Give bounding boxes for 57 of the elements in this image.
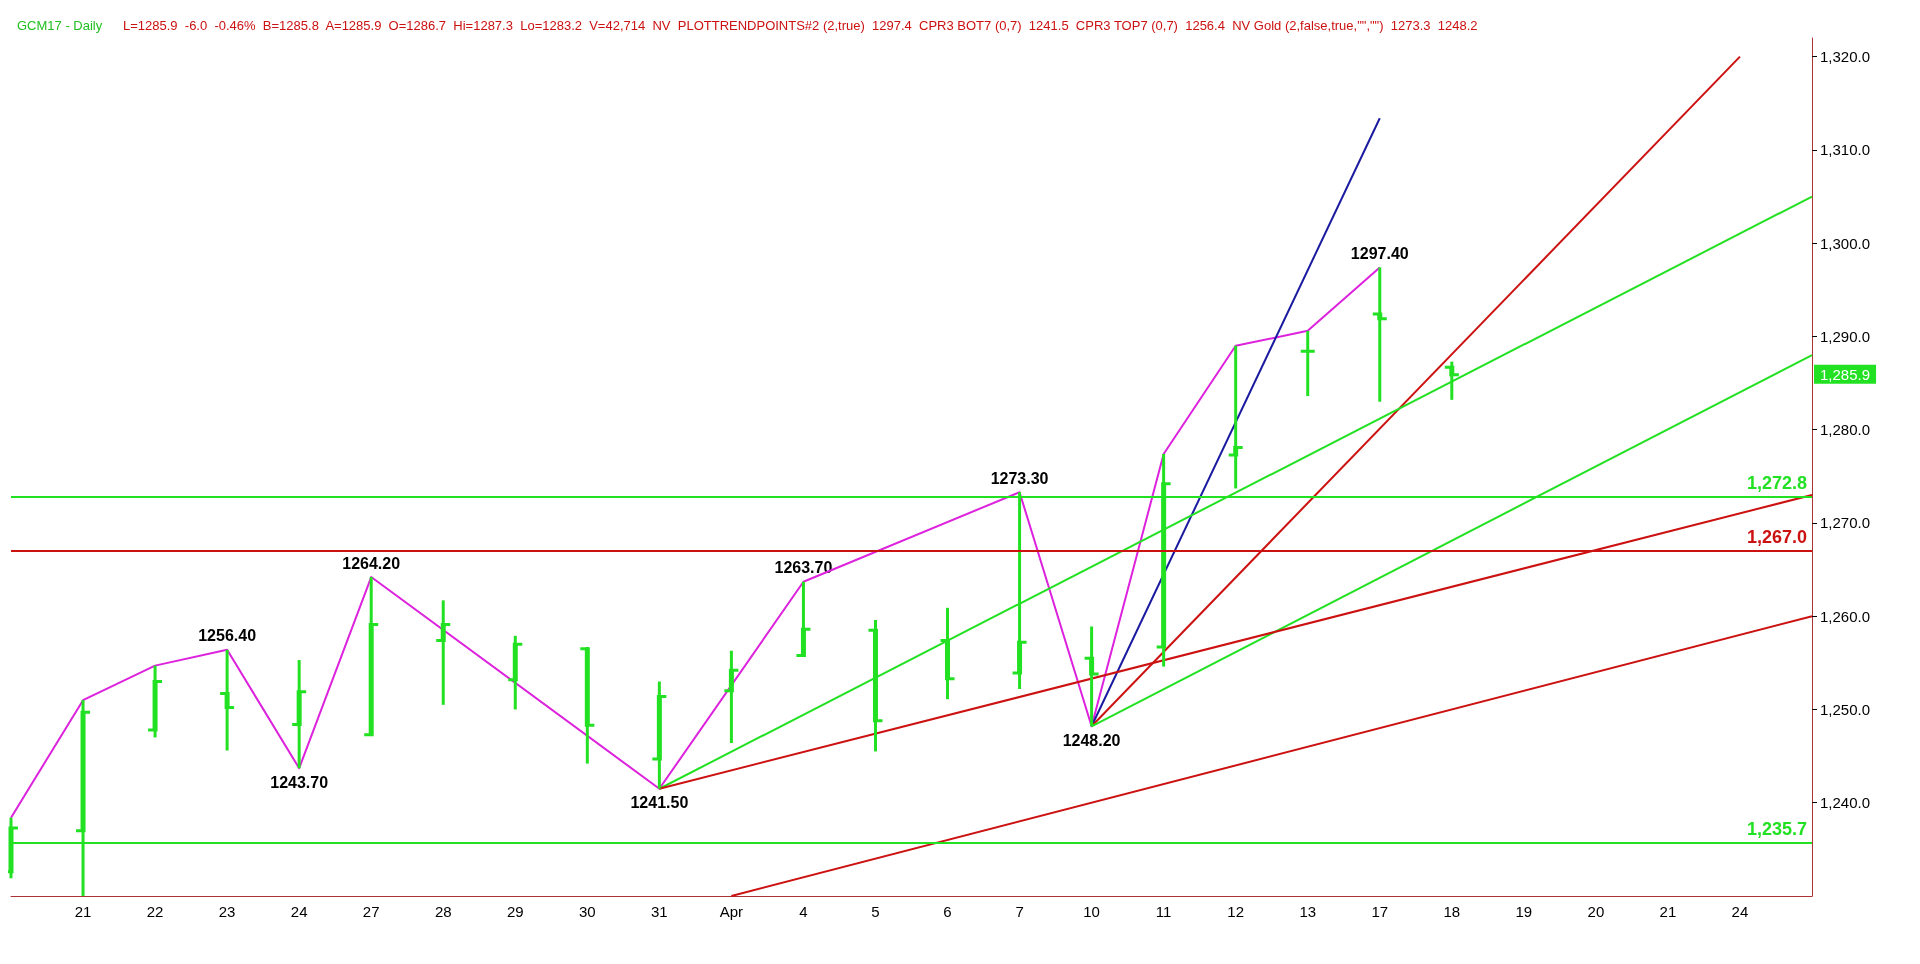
y-tick-label: 1,260.0 [1820,607,1871,625]
x-tick-label: 13 [1299,903,1317,920]
y-tick-label: 1,240.0 [1820,794,1871,812]
x-tick-label: 12 [1227,903,1245,920]
ref-line-label: 1,267.0 [1746,526,1807,547]
x-tick-label: 24 [1731,903,1749,920]
annotation: 1273.30 [990,469,1049,487]
annotation: 1248.20 [1062,731,1121,749]
y-tick-label: 1,250.0 [1820,700,1871,718]
y-tick-label: 1,310.0 [1820,141,1871,159]
x-tick-label: 22 [146,903,164,920]
x-tick-label: 5 [871,903,880,920]
chart-title: GCM17 - Daily [17,18,103,33]
x-tick-label: 28 [434,903,452,920]
y-tick-label: 1,290.0 [1820,327,1871,345]
x-tick-label: Apr [719,903,744,920]
y-tick-label: 1,320.0 [1820,48,1871,66]
annotation: 1297.40 [1350,244,1409,262]
x-tick-label: 20 [1587,903,1605,920]
x-tick-label: 18 [1443,903,1461,920]
x-tick-label: 7 [1015,903,1024,920]
annotation: 1243.70 [270,773,329,791]
y-tick-label: 1,300.0 [1820,234,1871,252]
text: 1,285.9 [1820,365,1871,383]
annotation: 1263.70 [774,559,833,577]
ref-line-label: 1,235.7 [1746,818,1807,839]
x-tick-label: 27 [362,903,380,920]
y-tick-label: 1,280.0 [1820,421,1871,439]
x-tick-label: 11 [1155,903,1172,920]
annotation: 1264.20 [342,554,401,572]
annotation: 1241.50 [630,794,689,812]
candlestick [148,665,163,738]
x-tick-label: 29 [506,903,524,920]
annotation: 1256.40 [198,627,257,645]
x-tick-label: 10 [1083,903,1100,920]
candlestick [796,581,811,657]
x-tick-label: 17 [1371,903,1389,920]
x-tick-label: 23 [218,903,236,920]
candlestick [724,650,739,745]
line-series [10,266,1381,819]
candlestick [292,660,307,770]
y-tick-label: 1,270.0 [1820,514,1871,532]
candlestick [1228,344,1243,489]
x-tick-label: 24 [290,903,308,920]
x-tick-label: 21 [1659,903,1677,920]
x-tick-label: 30 [578,903,596,920]
candlestick [1372,267,1387,402]
x-tick-label: 31 [651,903,668,920]
candlestick [1444,361,1459,400]
x-tick-label: 21 [74,903,92,920]
x-tick-label: 19 [1515,903,1533,920]
candlestick [364,577,379,737]
candlestick [508,634,523,710]
ref-line-label: 1,272.8 [1746,472,1807,493]
chart-subtitle: L=1285.9 -6.0 -0.46% B=1285.8 A=1285.9 O=1286.7 Hi=1287.3 Lo=1283.2 V=42,714 NV PLOTTRENDPOINTS#2 (2,true) 1297.4 CPR3 BOT7 (0,7) 1241.5 CPR3 TOP7 (0,7) 1256.4 NV Gold (2,false,true,"","") 1273.3 1248.2 [123,18,1478,33]
x-tick-label: 6 [943,903,952,920]
x-tick-label: 4 [799,903,808,920]
